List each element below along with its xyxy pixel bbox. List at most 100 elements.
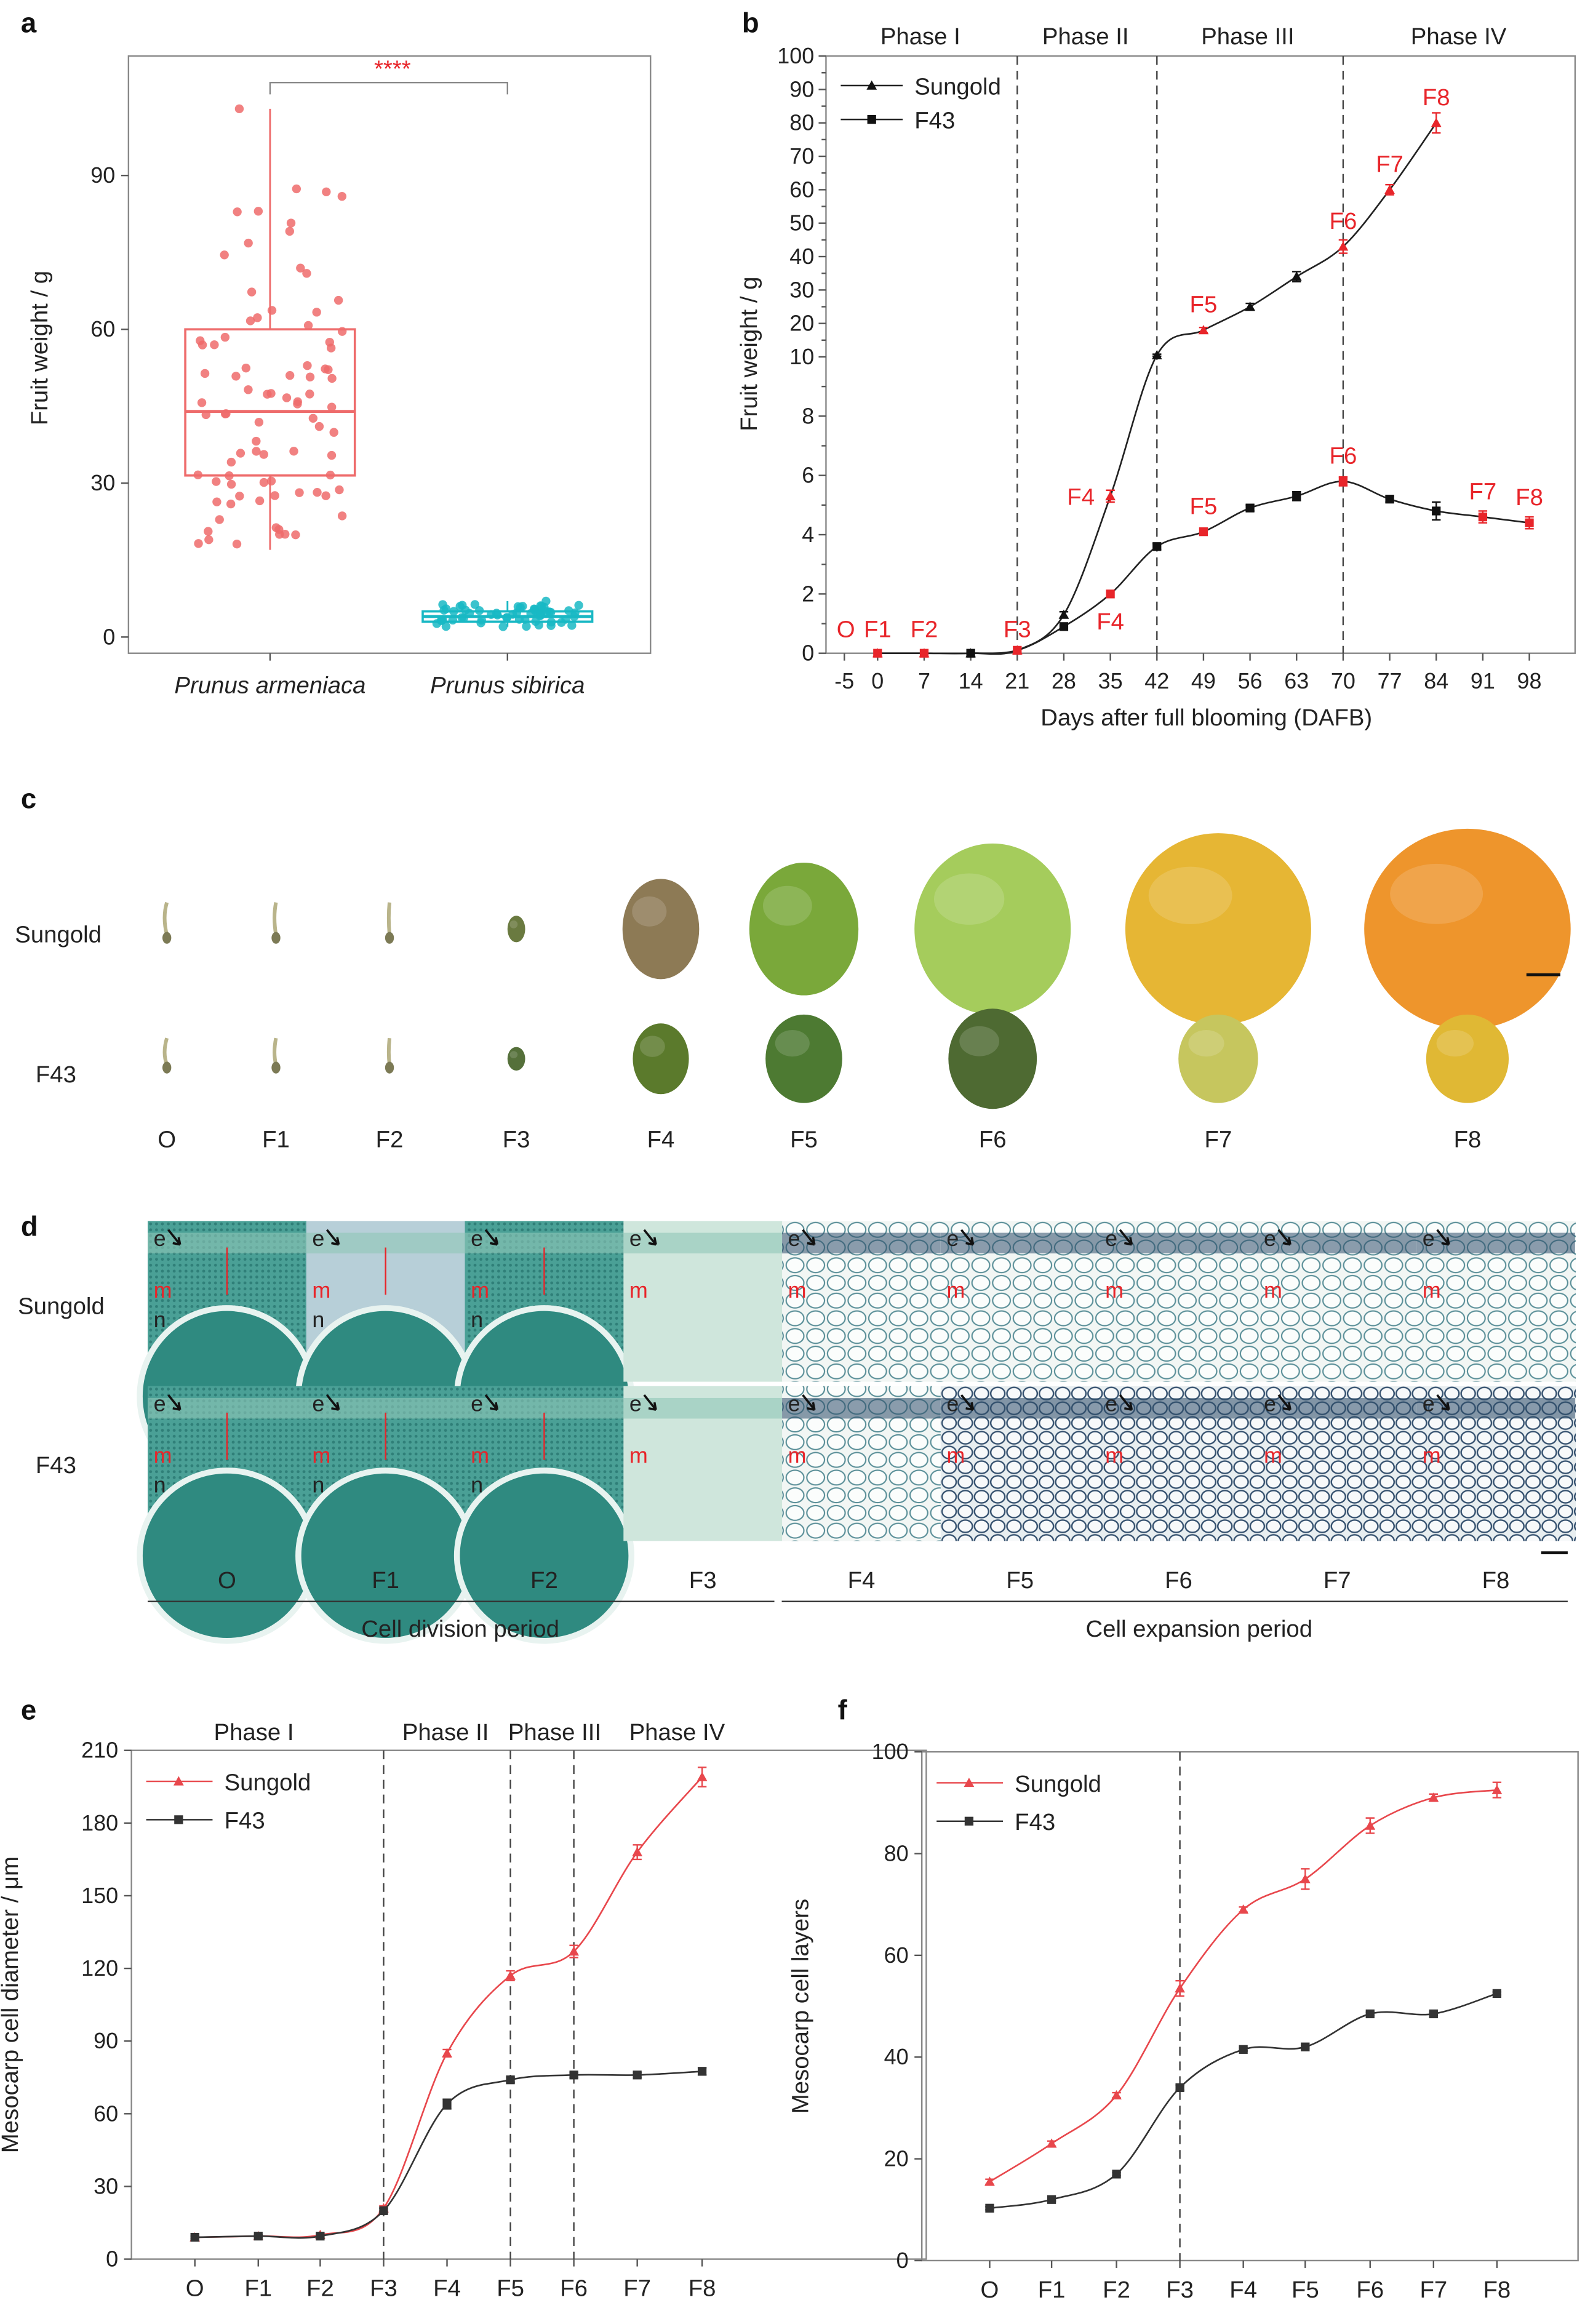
square-marker bbox=[873, 649, 882, 658]
panel-f-cell-layers-chart: f 0 20 40 60 80 100 O F1 F2 F3 F4 F5 F6 F7 F8 Mesocarp c… bbox=[788, 1694, 1579, 2303]
ovary-image bbox=[273, 902, 278, 935]
square-marker bbox=[1492, 1989, 1502, 1998]
mesocarp-label: m bbox=[154, 1277, 172, 1303]
data-point bbox=[254, 418, 264, 427]
x-tick-label: 84 bbox=[1424, 668, 1448, 693]
epidermis-layer bbox=[1416, 1397, 1575, 1419]
data-point bbox=[255, 496, 265, 506]
square-marker bbox=[1106, 589, 1115, 599]
x-tick-label: 21 bbox=[1005, 668, 1029, 693]
y-tick-label: 60 bbox=[884, 1943, 909, 1968]
data-point bbox=[546, 607, 556, 617]
ovary-image bbox=[162, 1037, 169, 1066]
y-tick-label: 60 bbox=[90, 316, 115, 341]
data-point bbox=[241, 364, 250, 373]
data-point bbox=[329, 428, 338, 437]
ovary-image bbox=[385, 1061, 394, 1074]
epidermis-label: e bbox=[312, 1391, 324, 1416]
y-tick-label: 0 bbox=[802, 641, 814, 666]
triangle-marker bbox=[173, 1776, 184, 1786]
x-tick-label: 98 bbox=[1517, 668, 1542, 693]
y-tick-label: 90 bbox=[94, 2028, 118, 2053]
arrow-icon bbox=[802, 1229, 816, 1246]
x-tick-label: 56 bbox=[1238, 668, 1263, 693]
ovary-image bbox=[271, 1061, 281, 1074]
data-point bbox=[212, 497, 222, 506]
phase-label: Phase II bbox=[402, 1719, 489, 1746]
arrow-icon bbox=[960, 1394, 975, 1411]
stage-label: F4 bbox=[1067, 484, 1095, 511]
epidermis-layer bbox=[1099, 1397, 1258, 1419]
arrow-icon bbox=[325, 1229, 340, 1246]
data-point bbox=[197, 398, 207, 407]
mesocarp-label: m bbox=[788, 1277, 807, 1303]
epidermis-layer bbox=[623, 1397, 783, 1419]
epidermis-label: e bbox=[1264, 1226, 1276, 1251]
data-point bbox=[303, 321, 313, 330]
ovary-image bbox=[162, 901, 169, 936]
fruit-highlight bbox=[1188, 1030, 1224, 1057]
stage-label: F2 bbox=[530, 1567, 558, 1594]
nucellus-label: n bbox=[312, 1472, 324, 1497]
y-tick-label: 50 bbox=[789, 210, 814, 236]
x-tick-label: F8 bbox=[1483, 2277, 1511, 2303]
y-tick-label: 0 bbox=[103, 624, 115, 649]
y-tick-label: 20 bbox=[884, 2146, 909, 2171]
data-point bbox=[567, 621, 577, 630]
fruit-highlight bbox=[1390, 863, 1483, 924]
fruit-highlight bbox=[632, 896, 667, 927]
data-point bbox=[222, 409, 231, 418]
y-tick-label: 40 bbox=[789, 244, 814, 269]
data-point bbox=[292, 184, 301, 194]
stage-label: F6 bbox=[1330, 208, 1357, 234]
stage-label: O bbox=[218, 1567, 236, 1594]
data-point bbox=[226, 479, 236, 489]
stage-label: F1 bbox=[864, 616, 892, 642]
epidermis-label: e bbox=[629, 1226, 642, 1251]
epidermis-label: e bbox=[1105, 1391, 1117, 1416]
triangle-marker bbox=[697, 1771, 708, 1781]
data-point bbox=[448, 615, 458, 625]
y-tick-label: 4 bbox=[802, 522, 814, 547]
square-marker bbox=[569, 2070, 578, 2080]
triangle-marker bbox=[1291, 271, 1302, 281]
mesocarp-label: m bbox=[154, 1442, 172, 1467]
x-tick-label: F3 bbox=[370, 2275, 397, 2301]
square-marker bbox=[316, 2232, 325, 2241]
nucellus-label: n bbox=[154, 1307, 166, 1332]
x-tick-label: F5 bbox=[497, 2275, 524, 2301]
epidermis-layer bbox=[1258, 1397, 1417, 1419]
stage-label: F8 bbox=[1423, 84, 1450, 111]
fruit-image bbox=[948, 1008, 1037, 1109]
mesocarp-label: m bbox=[471, 1277, 489, 1303]
square-marker bbox=[1199, 527, 1208, 537]
data-point bbox=[193, 470, 202, 479]
legend-label: Sungold bbox=[1015, 1771, 1101, 1797]
epidermis-label: e bbox=[1423, 1391, 1435, 1416]
square-marker bbox=[1365, 2009, 1375, 2019]
arrow-icon bbox=[643, 1229, 657, 1246]
data-point bbox=[204, 527, 213, 536]
y-tick-label: 210 bbox=[81, 1738, 118, 1763]
stage-label: F6 bbox=[1165, 1567, 1192, 1594]
epidermis-layer bbox=[1416, 1232, 1575, 1254]
panel-d-micrographs: dSungoldF43emnemnemnemememememememnemnem… bbox=[18, 1210, 1576, 1644]
x-tick-label: F2 bbox=[1103, 2277, 1130, 2303]
y-tick-label: 120 bbox=[81, 1955, 118, 1981]
data-point bbox=[321, 491, 330, 500]
y-tick-label: 150 bbox=[81, 1883, 118, 1908]
data-point bbox=[253, 313, 262, 322]
epidermis-label: e bbox=[471, 1391, 483, 1416]
data-point bbox=[324, 365, 333, 374]
square-marker bbox=[174, 1815, 183, 1824]
x-tick-label: 7 bbox=[918, 668, 930, 693]
x-tick-label: 28 bbox=[1052, 668, 1076, 693]
triangle-marker bbox=[1300, 1874, 1311, 1883]
data-point bbox=[526, 609, 535, 618]
y-tick-label: 8 bbox=[802, 403, 814, 428]
epidermis-label: e bbox=[1264, 1391, 1276, 1416]
data-point bbox=[305, 389, 314, 399]
data-point bbox=[458, 601, 467, 610]
stage-label: F3 bbox=[503, 1127, 530, 1153]
